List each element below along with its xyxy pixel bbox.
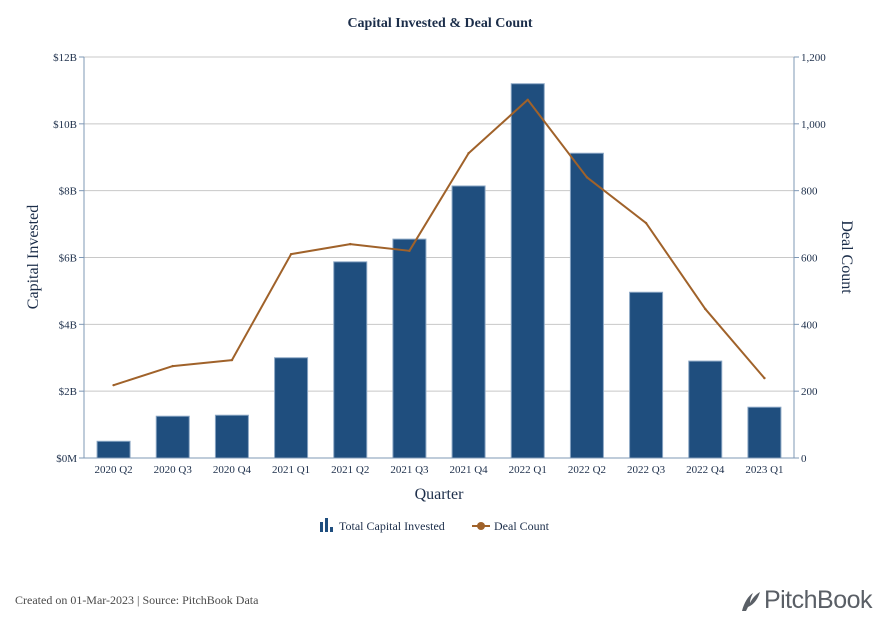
deal-count-point xyxy=(704,307,707,311)
deal-count-point xyxy=(171,364,174,368)
x-tick-label: 2022 Q3 xyxy=(627,464,666,476)
y-tick-label: $6B xyxy=(59,253,77,265)
deal-count-point xyxy=(526,98,529,101)
deal-count-point xyxy=(467,152,470,155)
y-axis-title: Capital Invested xyxy=(25,205,42,309)
bar xyxy=(569,152,604,459)
y2-tick-label: 0 xyxy=(801,453,807,465)
bar-series xyxy=(96,83,782,459)
bar xyxy=(629,291,664,459)
y-tick-label: $0M xyxy=(56,453,77,465)
y-tick-label: $12B xyxy=(53,52,77,64)
y2-tick-label: 1,000 xyxy=(801,119,826,131)
deal-count-point xyxy=(585,176,589,179)
legend: Total Capital Invested Deal Count xyxy=(320,518,550,533)
line-series xyxy=(112,98,766,387)
left-axis-ticks: $0M $2B $4B $6B $8B $10B $12B xyxy=(53,52,84,465)
y2-axis-title: Deal Count xyxy=(838,220,855,294)
bar xyxy=(510,83,545,459)
bar xyxy=(274,357,309,459)
line-marker-icon xyxy=(472,522,490,530)
right-axis-ticks: 0 200 400 600 800 1,000 1,200 xyxy=(794,52,826,465)
legend-item-deal-count[interactable]: Deal Count xyxy=(472,519,550,533)
y-tick-label: $2B xyxy=(59,386,77,398)
bar xyxy=(333,261,368,459)
x-axis-ticks: 2020 Q2 2020 Q3 2020 Q4 2021 Q1 2021 Q2 2021 … xyxy=(94,464,783,476)
x-tick-label: 2023 Q1 xyxy=(745,464,783,476)
deal-count-point xyxy=(230,358,234,362)
pitchbook-logo: PitchBook xyxy=(740,586,873,615)
deal-count-line xyxy=(113,98,766,387)
bar xyxy=(96,440,131,459)
x-tick-label: 2021 Q3 xyxy=(390,464,429,476)
y2-tick-label: 1,200 xyxy=(801,52,826,64)
deal-count-point xyxy=(763,376,766,380)
brand-name: PitchBook xyxy=(763,586,873,614)
bar xyxy=(747,406,782,459)
bar xyxy=(214,414,249,459)
y-tick-label: $4B xyxy=(59,319,77,331)
bar xyxy=(688,360,723,459)
x-tick-label: 2022 Q4 xyxy=(686,464,725,476)
deal-count-point xyxy=(644,221,648,225)
legend-label-deal-count: Deal Count xyxy=(494,519,550,533)
x-tick-label: 2022 Q2 xyxy=(568,464,606,476)
legend-label-capital: Total Capital Invested xyxy=(339,519,445,533)
deal-count-point xyxy=(349,242,352,246)
x-tick-label: 2020 Q4 xyxy=(213,464,252,476)
legend-item-capital[interactable]: Total Capital Invested xyxy=(320,518,445,533)
y2-tick-label: 800 xyxy=(801,186,818,198)
y2-tick-label: 200 xyxy=(801,386,818,398)
chart-title: Capital Invested & Deal Count xyxy=(347,16,532,31)
bar xyxy=(451,185,486,459)
x-tick-label: 2021 Q1 xyxy=(272,464,310,476)
x-tick-label: 2021 Q4 xyxy=(449,464,488,476)
y-tick-label: $10B xyxy=(53,119,77,131)
y-tick-label: $8B xyxy=(59,186,77,198)
gridlines xyxy=(84,56,794,392)
combo-chart: Capital Invested & Deal Count $0M$2B$4B$… xyxy=(25,16,855,533)
y2-tick-label: 400 xyxy=(801,319,818,331)
footer-source-note: Created on 01-Mar-2023 | Source: PitchBo… xyxy=(15,593,259,607)
bar xyxy=(155,415,190,459)
bar xyxy=(392,238,427,459)
bar-chart-icon xyxy=(320,518,333,532)
deal-count-point xyxy=(112,383,115,387)
x-axis-title: Quarter xyxy=(415,486,465,503)
x-tick-label: 2020 Q2 xyxy=(94,464,132,476)
x-tick-label: 2022 Q1 xyxy=(509,464,547,476)
x-tick-label: 2021 Q2 xyxy=(331,464,369,476)
deal-count-point xyxy=(289,252,293,256)
deal-count-point xyxy=(408,249,411,253)
x-tick-label: 2020 Q3 xyxy=(154,464,193,476)
y2-tick-label: 600 xyxy=(801,253,818,265)
feather-icon xyxy=(741,591,760,611)
